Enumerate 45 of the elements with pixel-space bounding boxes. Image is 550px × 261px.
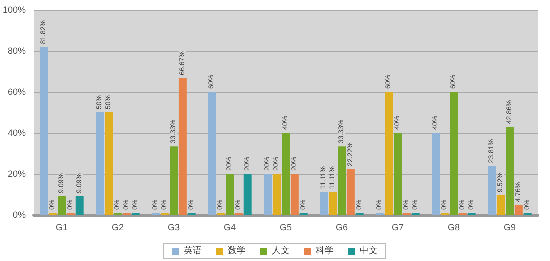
bar <box>432 133 440 215</box>
legend-label: 数学 <box>228 246 246 256</box>
bar <box>282 133 290 215</box>
x-tick-label: G8 <box>448 222 460 232</box>
y-tick-label: 100% <box>2 5 26 15</box>
bar <box>394 133 402 215</box>
x-tick-label: G7 <box>392 222 404 232</box>
bar <box>264 174 272 215</box>
y-tick-label: 40% <box>8 128 26 138</box>
bar <box>244 174 252 215</box>
x-tick-label: G3 <box>168 222 180 232</box>
bar <box>450 92 458 215</box>
bar <box>96 112 104 215</box>
bar <box>208 92 216 215</box>
bar <box>514 205 523 215</box>
bar <box>178 78 187 215</box>
y-tick-label: 60% <box>8 87 26 97</box>
bar <box>329 192 338 215</box>
bar <box>497 195 506 215</box>
bar <box>58 196 66 215</box>
x-tick-label: G4 <box>224 222 236 232</box>
y-tick-label: 0% <box>13 210 26 220</box>
x-tick-label: G6 <box>336 222 348 232</box>
bar <box>338 146 346 215</box>
bar <box>105 112 114 215</box>
bar <box>290 174 299 215</box>
legend-label: 中文 <box>360 246 378 256</box>
x-tick-label: G9 <box>504 222 516 232</box>
bar <box>506 127 514 215</box>
bar <box>320 192 328 215</box>
bar <box>346 169 355 215</box>
y-tick-label: 80% <box>8 46 26 56</box>
x-tick-label: G1 <box>56 222 68 232</box>
legend-label: 人文 <box>272 246 290 256</box>
x-tick-label: G2 <box>112 222 124 232</box>
bar <box>273 174 282 215</box>
legend-label: 英语 <box>184 246 202 256</box>
bar <box>170 146 178 215</box>
bar <box>226 174 234 215</box>
x-tick-label: G5 <box>280 222 292 232</box>
bar <box>76 196 84 215</box>
y-tick-label: 20% <box>8 169 26 179</box>
legend-label: 科学 <box>316 246 334 256</box>
bar <box>385 92 394 215</box>
bar <box>488 166 496 215</box>
